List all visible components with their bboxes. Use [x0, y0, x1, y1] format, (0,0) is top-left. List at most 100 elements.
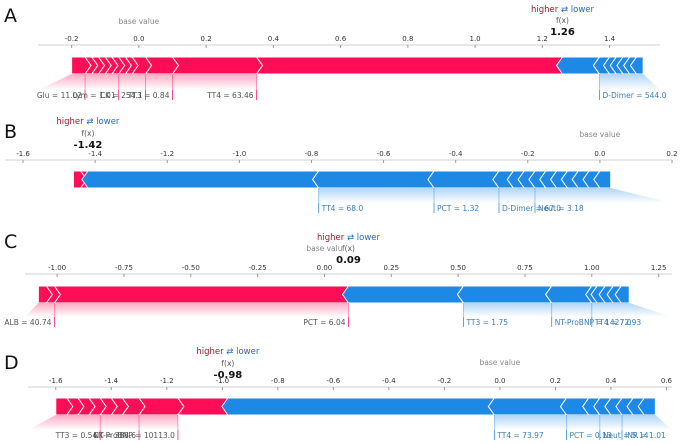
feature-shade [599, 74, 660, 90]
tick-label: 1.00 [584, 264, 600, 272]
negative-force-segment [427, 170, 500, 189]
feature-shade [100, 415, 140, 430]
feature-shade [54, 303, 349, 317]
tick-label: 0.0 [133, 35, 144, 43]
negative-force-segment [487, 397, 568, 416]
tick-label: -0.50 [182, 264, 200, 272]
tick-label: 0.6 [661, 377, 673, 385]
fx-label: f(x) [556, 16, 569, 25]
tick-label: 0.75 [517, 264, 533, 272]
feature-shade [318, 188, 435, 203]
positive-force-segment [171, 56, 264, 75]
feature-shade [28, 415, 101, 430]
fx-label: f(x) [221, 359, 234, 368]
negative-force-segment [81, 170, 320, 189]
panel-label: B [4, 121, 17, 143]
tick-label: -0.2 [65, 35, 79, 43]
feature-shade [566, 415, 600, 430]
negative-force-segment [312, 170, 436, 189]
tick-label: -1.0 [233, 150, 247, 158]
feature-shade [534, 188, 672, 203]
tick-label: -1.4 [104, 377, 118, 385]
feature-label: PCT = 0.13 [570, 431, 612, 440]
feature-label: Neut = 3.18 [538, 204, 584, 213]
legend-lower: lower [357, 233, 381, 243]
fx-value: 1.26 [550, 27, 575, 38]
fx-value: -0.98 [213, 370, 242, 381]
legend-lower: lower [96, 117, 120, 127]
feature-label: INR = 1.01 [625, 431, 666, 440]
positive-force-segment [53, 285, 356, 304]
higher-lower-legend: higher ⇄ lower [531, 5, 595, 15]
tick-label: 1.2 [537, 35, 548, 43]
feature-label: Neut = 5.14 [603, 431, 649, 440]
feature-label: TT4 = 72.93 [594, 318, 642, 327]
legend-arrow-icon: ⇄ [347, 233, 357, 243]
negative-force-segment [456, 285, 553, 304]
feature-label: PCT = 1.32 [437, 204, 479, 213]
tick-label: 0.2 [550, 377, 561, 385]
negative-force-segment [545, 285, 593, 304]
tick-label: 0.4 [268, 35, 280, 43]
feature-label: Glu = 11.02 [37, 91, 82, 100]
force-plot-panel-d: D -1.6 -1.4 -1.2 -1.0 -0.8 -0.6 -0.4 -0.2 0.0 0.2 0… [4, 347, 673, 440]
tick-label: -0.4 [449, 150, 463, 158]
legend-higher: higher [196, 347, 226, 357]
tick-label: 0.50 [450, 264, 466, 272]
feature-label: TT4 = 73.97 [496, 431, 544, 440]
tick-label: 0.2 [666, 150, 677, 158]
legend-arrow-icon: ⇄ [561, 5, 571, 15]
negative-force-segment [341, 285, 465, 304]
force-plot-panel-a: A -0.2 0.0 0.2 0.4 0.6 0.8 1.0 1.2 1.4 base value h… [4, 5, 667, 100]
feature-label: PCT = 6.04 [303, 318, 345, 327]
feature-shade [622, 415, 672, 430]
tick-label: -1.00 [48, 264, 66, 272]
tick-label: 1.25 [651, 264, 667, 272]
feature-label: TT4 = 63.46 [206, 91, 254, 100]
feature-shade [463, 303, 552, 317]
base-value-label: base value [580, 130, 621, 139]
legend-lower: lower [571, 5, 595, 15]
base-value-label: base value [480, 358, 521, 367]
feature-shade [118, 74, 146, 90]
legend-arrow-icon: ⇄ [86, 117, 96, 127]
tick-label: 0.2 [201, 35, 212, 43]
feature-shade [434, 188, 499, 203]
fx-label: f(x) [81, 129, 94, 138]
tick-label: 1.4 [604, 35, 616, 43]
feature-shade [591, 303, 672, 317]
fx-value: -1.42 [74, 140, 103, 151]
feature-shade [38, 74, 86, 90]
tick-label: 0.8 [402, 35, 413, 43]
feature-label: D-Dimer = 67.0 [502, 204, 561, 213]
tick-label: -0.4 [382, 377, 396, 385]
feature-label: ALB = 40.74 [4, 318, 51, 327]
feature-label: NT-ProBNP = 1427.0 [555, 318, 632, 327]
tick-label: 0.00 [317, 264, 333, 272]
feature-shade [494, 415, 567, 430]
negative-force-segment [221, 397, 496, 416]
tick-label: -0.75 [115, 264, 133, 272]
tick-label: 0.0 [594, 150, 605, 158]
feature-shade [139, 415, 178, 430]
base-value-label: base value [118, 17, 159, 26]
tick-label: -0.8 [271, 377, 285, 385]
feature-label: NT-ProBNP = 10113.0 [93, 431, 175, 440]
force-plot-panel-b: B -1.6 -1.4 -1.2 -1.0 -0.8 -0.6 -0.4 -0.2 0.0 0.2 b… [4, 117, 678, 213]
legend-higher: higher [317, 233, 347, 243]
legend-higher: higher [531, 5, 561, 15]
feature-shade [498, 188, 535, 203]
panel-label: C [4, 231, 17, 253]
feature-label: TT3 = 0.54 [55, 431, 98, 440]
legend-lower: lower [236, 347, 260, 357]
tick-label: -1.6 [16, 150, 30, 158]
tick-label: -0.6 [327, 377, 341, 385]
tick-label: -1.6 [49, 377, 63, 385]
fx-label: f(x) [342, 244, 355, 253]
feature-label: TT4 = 68.0 [321, 204, 364, 213]
positive-force-segment [255, 56, 570, 75]
tick-label: 0.25 [383, 264, 399, 272]
tick-label: -1.2 [160, 377, 174, 385]
positive-force-segment [138, 397, 185, 416]
